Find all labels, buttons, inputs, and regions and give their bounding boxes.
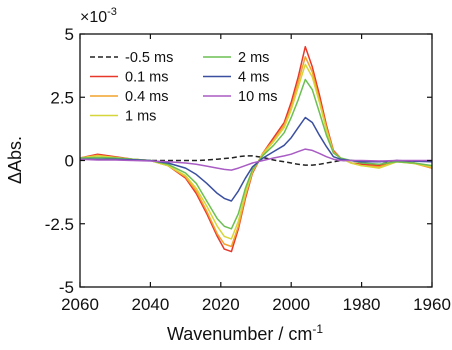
y-tick-label: 2.5 <box>50 88 74 107</box>
legend-label: 0.4 ms <box>125 89 169 105</box>
series-line-6 <box>79 148 432 171</box>
legend-label: 0.1 ms <box>125 70 169 86</box>
x-tick-label: 2000 <box>272 295 310 314</box>
x-axis-title-text: Wavenumber / cm <box>167 324 312 344</box>
y-tick-label: -2.5 <box>45 215 74 234</box>
y-tick-label: 5 <box>65 25 74 44</box>
y-tick-label: 0 <box>65 152 74 171</box>
ticks-layer: 2060 2040 2020 2000 1980 1960 -5 -2.5 0 2.5 5 <box>45 25 451 314</box>
x-axis-title: Wavenumber / cm-1 <box>167 322 323 344</box>
x-tick-label: 1960 <box>413 295 451 314</box>
series-layer <box>79 45 433 253</box>
x-tick-label: 2040 <box>131 295 169 314</box>
legend: -0.5 ms 0.1 ms 0.4 ms 1 ms 2 ms 4 ms 10 ms <box>90 50 278 125</box>
legend-label: 4 ms <box>238 70 269 86</box>
x-tick-label: 2020 <box>202 295 240 314</box>
legend-label: -0.5 ms <box>125 50 173 66</box>
y-multiplier-exponent: -3 <box>107 6 117 18</box>
x-tick-label: 2060 <box>61 295 99 314</box>
y-axis-title: ΔAbs. <box>5 136 25 184</box>
legend-label: 2 ms <box>238 50 269 66</box>
y-axis-multiplier: ×10-3 <box>80 6 117 26</box>
series-line-5 <box>80 116 433 202</box>
y-multiplier-base: ×10 <box>80 9 107 26</box>
x-tick-label: 1980 <box>343 295 381 314</box>
legend-label: 10 ms <box>238 89 278 105</box>
y-tick-label: -5 <box>59 278 74 297</box>
legend-label: 1 ms <box>125 109 156 125</box>
series-line-3 <box>79 63 433 240</box>
x-axis-title-superscript: -1 <box>312 322 323 336</box>
